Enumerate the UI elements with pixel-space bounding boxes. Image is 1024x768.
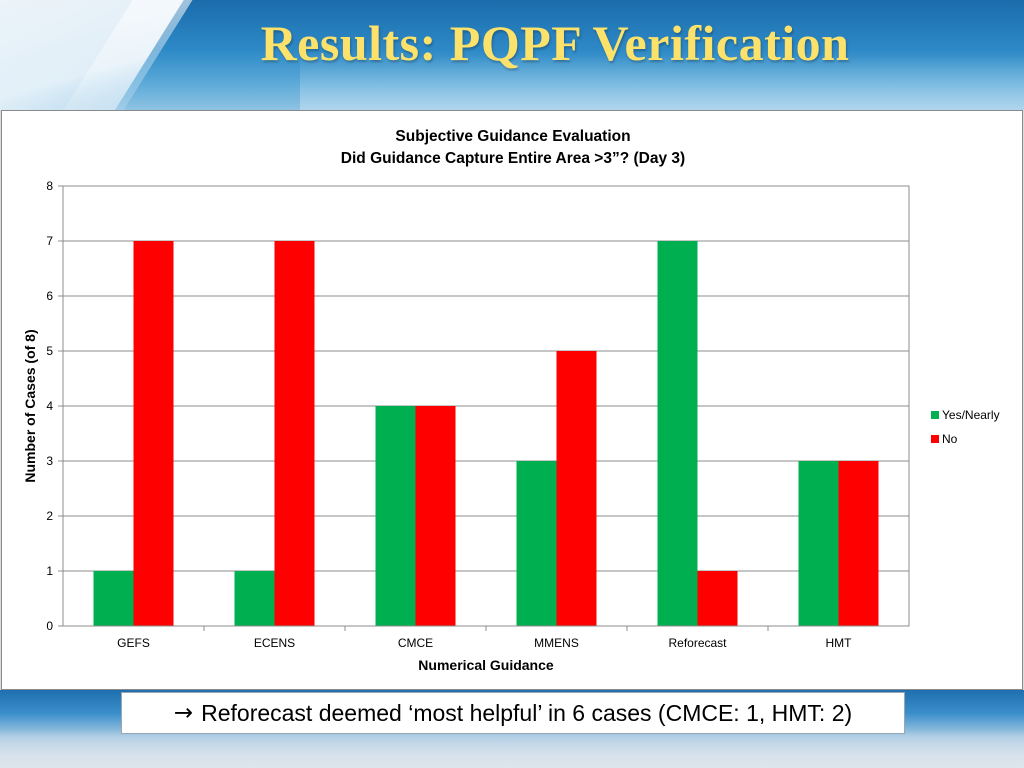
bar-no-reforecast <box>697 571 738 626</box>
legend-label: Yes/Nearly <box>942 408 1000 422</box>
chart-subtitle: Did Guidance Capture Entire Area >3”? (D… <box>341 150 685 167</box>
bar-yes-nearly-cmce <box>375 406 416 626</box>
y-tick-label: 8 <box>46 179 53 193</box>
x-tick-labels: GEFS ECENS CMCE MMENS Reforecast HMT <box>117 636 852 650</box>
bar-yes-nearly-hmt <box>798 461 839 626</box>
y-tick-label: 1 <box>46 564 53 578</box>
bar-no-hmt <box>838 461 879 626</box>
y-tick-labels: 0 1 2 3 4 5 6 7 8 <box>46 179 53 633</box>
legend-label: No <box>942 432 958 446</box>
x-axis-label: Numerical Guidance <box>418 657 554 673</box>
bar-yes-nearly-mmens <box>516 461 557 626</box>
x-tick-label: GEFS <box>117 636 150 650</box>
bar-no-ecens <box>274 241 315 626</box>
bar-no-gefs <box>133 241 174 626</box>
legend-swatch-0 <box>931 411 939 419</box>
y-tick-label: 4 <box>46 399 53 413</box>
y-tick-label: 5 <box>46 344 53 358</box>
footer-wave <box>0 730 1024 768</box>
right-arrow-icon: → <box>173 700 194 726</box>
y-tick-label: 7 <box>46 234 53 248</box>
note-text: Reforecast deemed ‘most helpful’ in 6 ca… <box>201 699 853 726</box>
bar-yes-nearly-gefs <box>93 571 134 626</box>
x-tick-label: MMENS <box>534 636 579 650</box>
x-tick-label: ECENS <box>254 636 295 650</box>
bar-no-mmens <box>556 351 597 626</box>
y-axis-label: Number of Cases (of 8) <box>22 329 38 482</box>
chart-axes <box>58 185 910 631</box>
slide-header: Results: PQPF Verification <box>0 0 1024 110</box>
y-tick-label: 3 <box>46 454 53 468</box>
x-tick-label: HMT <box>826 636 853 650</box>
chart-bars <box>93 241 879 626</box>
chart-legend: Yes/Nearly No <box>931 408 1000 446</box>
header-glow <box>300 55 1024 110</box>
x-tick-label: Reforecast <box>668 636 727 650</box>
bar-chart: 0 1 2 3 4 5 6 7 8 GEFS ECENS CMCE MMENS Reforecast HM… <box>22 128 1000 673</box>
chart-title: Subjective Guidance Evaluation <box>395 128 630 145</box>
slide-title: Results: PQPF Verification <box>260 15 850 71</box>
x-tick-label: CMCE <box>398 636 433 650</box>
note-callout: → Reforecast deemed ‘most helpful’ in 6 … <box>121 692 905 734</box>
y-tick-label: 6 <box>46 289 53 303</box>
y-tick-label: 0 <box>46 619 53 633</box>
bar-yes-nearly-reforecast <box>657 241 698 626</box>
chart-gridlines <box>63 185 909 572</box>
bar-yes-nearly-ecens <box>234 571 275 626</box>
legend-swatch-1 <box>931 435 939 443</box>
bar-no-cmce <box>415 406 456 626</box>
y-tick-label: 2 <box>46 509 53 523</box>
chart-frame: 0 1 2 3 4 5 6 7 8 GEFS ECENS CMCE MMENS Reforecast HM… <box>1 110 1023 690</box>
